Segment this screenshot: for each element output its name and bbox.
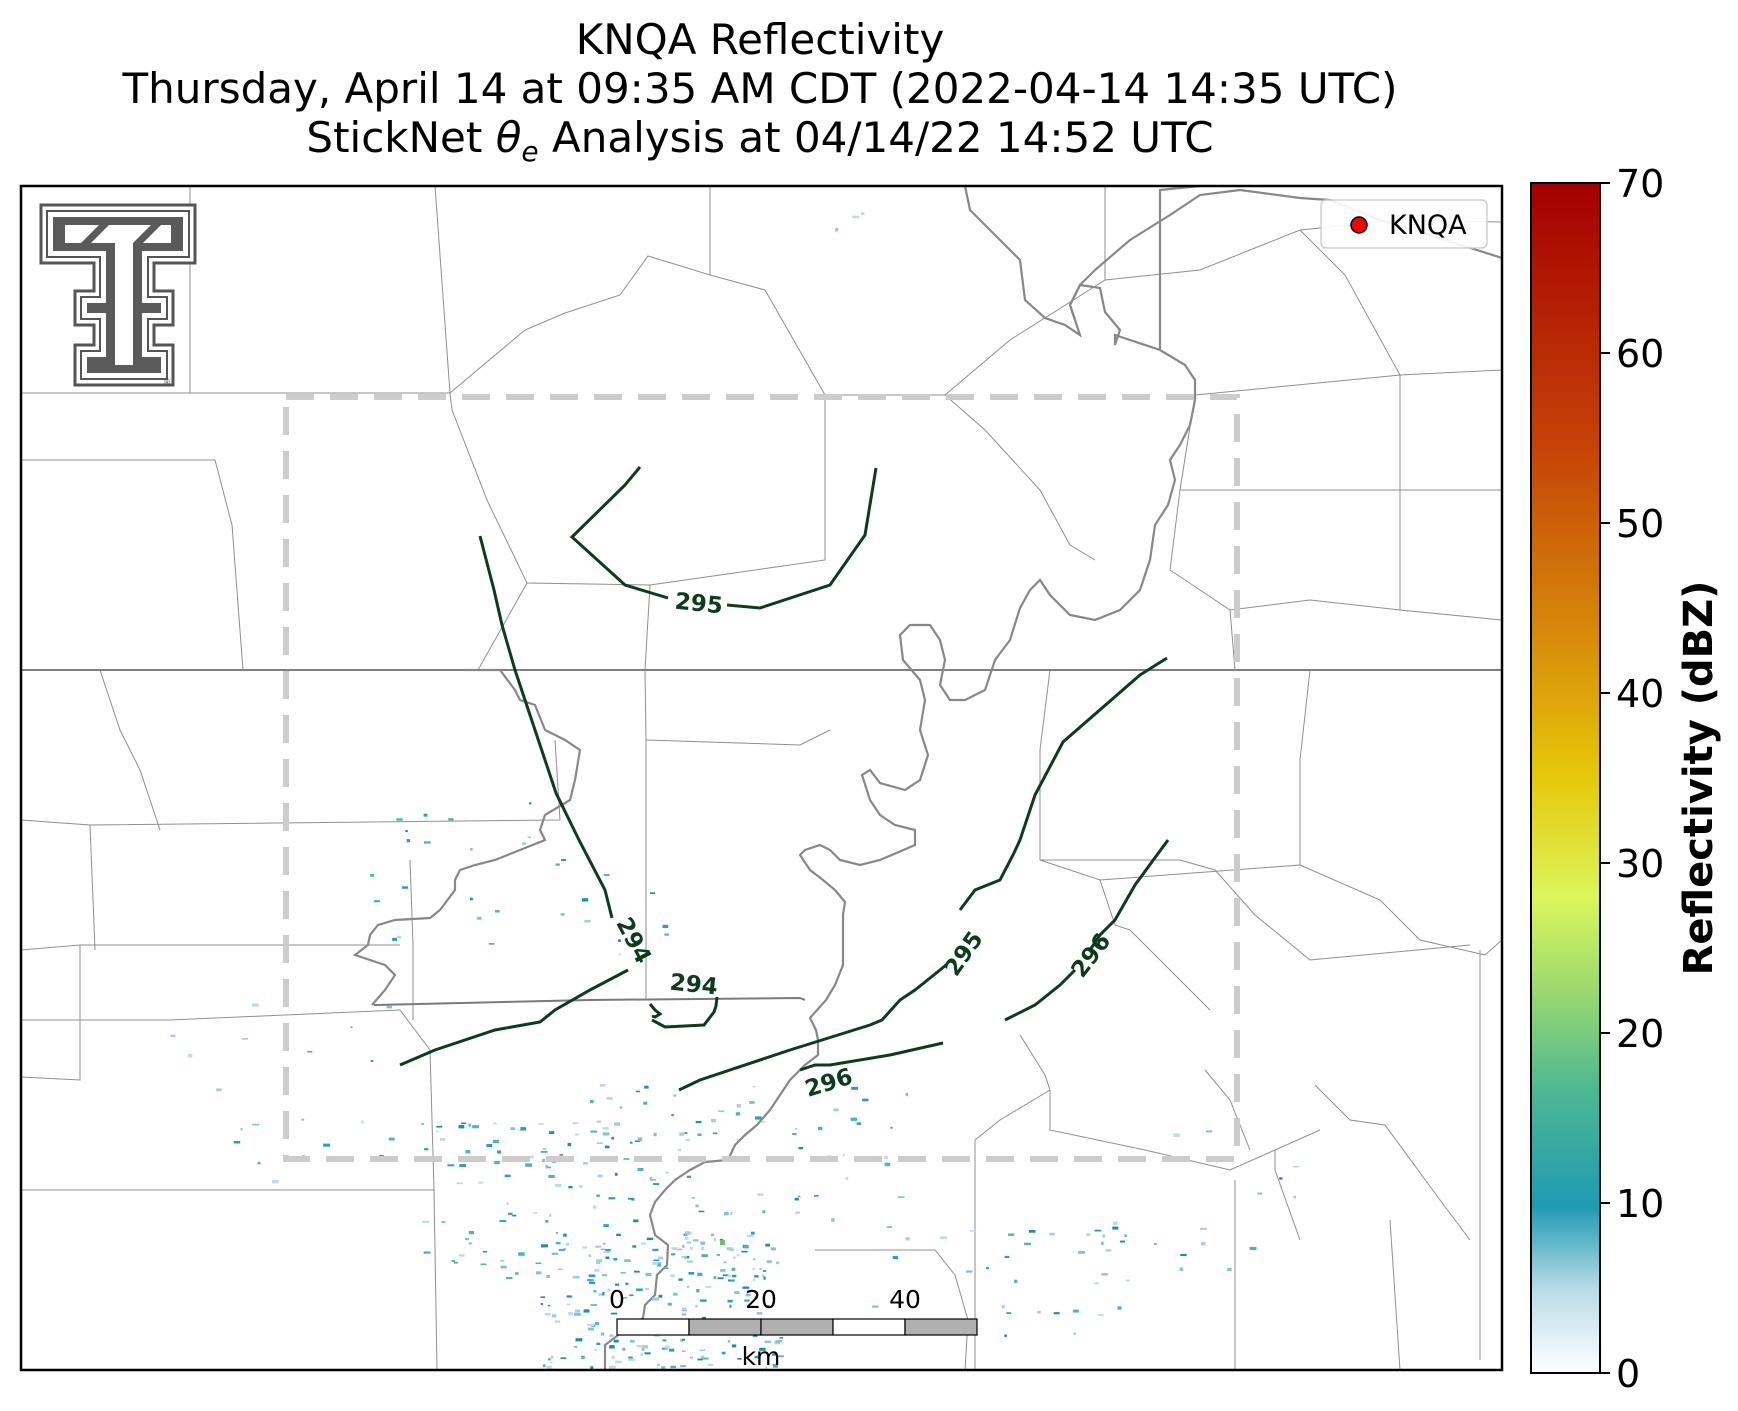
scale-tick-20: 20: [745, 1285, 777, 1314]
title-line-2: Thursday, April 14 at 09:35 AM CDT (2022…: [122, 64, 1398, 113]
contour-295-north-b: [726, 467, 878, 610]
colorbar-label: Reflectivity (dBZ): [1676, 581, 1722, 976]
colorbar-tick-label: 60: [1616, 332, 1664, 376]
legend-label: KNQA: [1389, 210, 1467, 241]
county-lines: [21, 186, 1502, 1370]
colorbar-tick-label: 30: [1616, 842, 1664, 886]
map-frame: [19, 184, 1504, 1372]
contour-label-294-mid: 294: [668, 970, 718, 1001]
scale-bar: 0 20 40 km: [609, 1285, 978, 1371]
colorbar-ticks: 0 10 20 30 40 50 60 70: [1600, 162, 1664, 1396]
colorbar-tick-label: 0: [1616, 1352, 1640, 1396]
contour-294-loop: [648, 996, 719, 1029]
colorbar-tick-label: 40: [1616, 672, 1664, 716]
map-area: 295 294 294 295 296 296 0 20 40 km: [21, 186, 1502, 1371]
state-boundary-south: [373, 996, 806, 1006]
colorbar-tick-label: 10: [1616, 1182, 1664, 1226]
texas-tech-double-t-logo: ®: [39, 203, 197, 387]
colorbar-tick-label: 70: [1616, 162, 1664, 206]
legend: KNQA: [1320, 199, 1488, 249]
contour-label-295-north: 295: [673, 589, 723, 620]
legend-marker: [1350, 216, 1368, 234]
title-line-3: StickNet θe Analysis at 04/14/22 14:52 U…: [306, 113, 1213, 168]
colorbar-gradient: [1530, 182, 1601, 1374]
scale-tick-40: 40: [889, 1285, 921, 1314]
contour-295-north: [569, 466, 669, 600]
contour-294-west: [478, 535, 614, 919]
reflectivity-echoes: [170, 212, 1299, 1370]
scale-tick-0: 0: [609, 1285, 625, 1314]
colorbar: 0 10 20 30 40 50 60 70 Reflectivity (dBZ): [1530, 162, 1722, 1396]
svg-text:®: ®: [163, 378, 171, 387]
contour-295-east: [678, 656, 1168, 1092]
title-line-1: KNQA Reflectivity: [576, 15, 945, 64]
contour-296-east: [799, 839, 1170, 1072]
theta-e-contours: [399, 466, 1170, 1092]
colorbar-tick-label: 50: [1616, 502, 1664, 546]
scale-unit: km: [742, 1342, 781, 1371]
analysis-box: [283, 394, 1240, 1162]
contour-294-west-b: [399, 968, 629, 1067]
colorbar-tick-label: 20: [1616, 1012, 1664, 1056]
